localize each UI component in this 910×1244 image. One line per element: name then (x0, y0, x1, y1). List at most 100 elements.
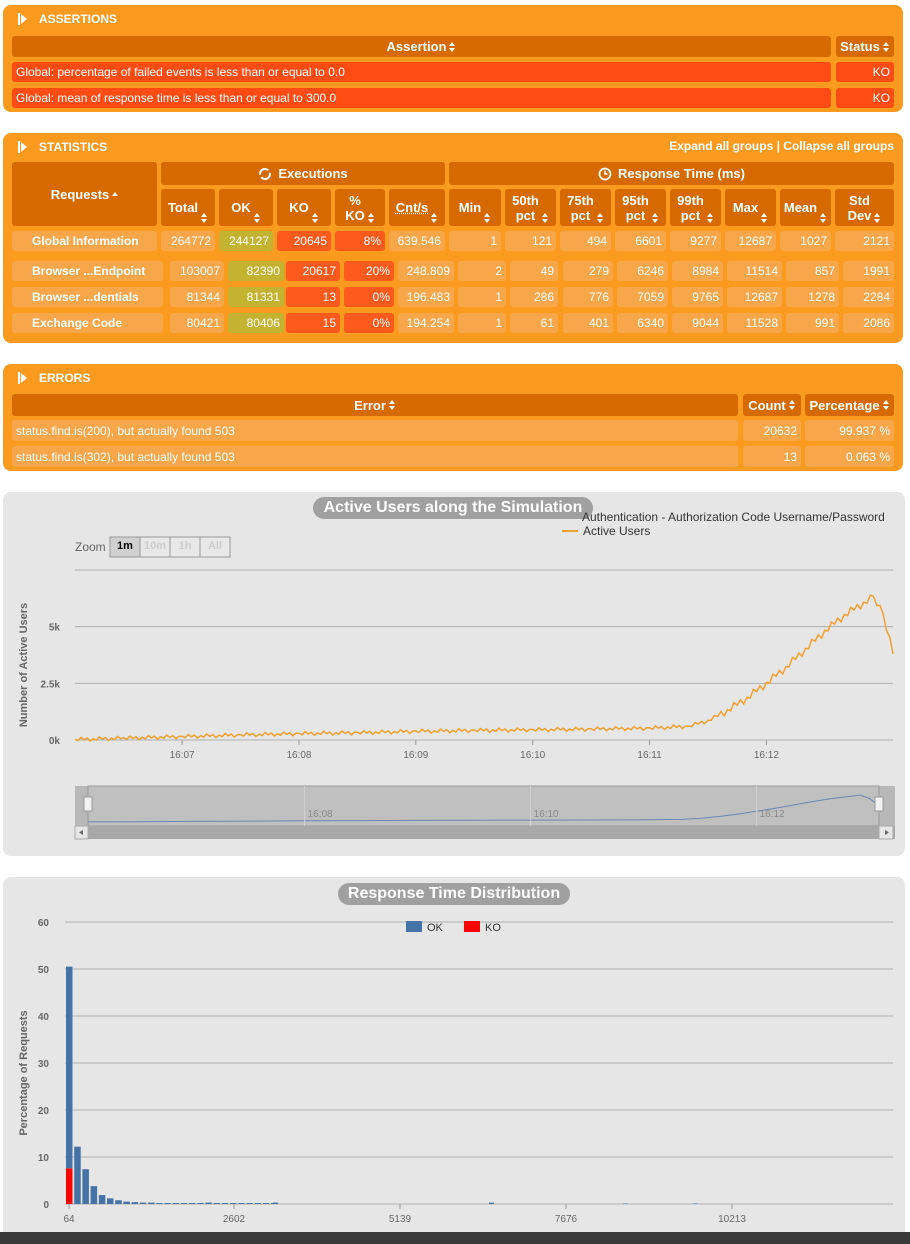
percentage-column-header[interactable]: Percentage (805, 394, 894, 416)
max-value: 12687 (725, 231, 776, 251)
zoom-button-label: 10m (144, 540, 166, 552)
assertion-column-header[interactable]: Assertion (12, 36, 831, 57)
sort-icon (311, 213, 319, 223)
status-column-header[interactable]: Status (836, 36, 894, 57)
mean-column-header[interactable]: Mean (780, 189, 831, 226)
error-column-header[interactable]: Error (12, 394, 738, 416)
expand-all-groups-link[interactable]: Expand all groups (669, 139, 774, 153)
navigator-selection[interactable] (87, 785, 880, 827)
statistics-title: STATISTICS (39, 140, 108, 154)
min-value: 1 (449, 231, 501, 251)
min-column-header[interactable]: Min (449, 189, 501, 226)
navigator-left-handle[interactable] (83, 796, 93, 812)
p50-value: 49 (510, 261, 558, 281)
cnts-value: 248.809 (398, 261, 454, 281)
ok-bar (66, 966, 73, 1169)
active-users-chart-panel: Active Users along the Simulation 0k 2.5k… (3, 492, 905, 856)
min-value: 1 (458, 313, 506, 333)
request-name[interactable]: Global Information (12, 231, 157, 251)
request-name[interactable]: Browser ...dentials (12, 287, 163, 307)
pct-column-header[interactable]: % KO (335, 189, 385, 226)
assertions-toggle[interactable]: ASSERTIONS (18, 11, 117, 27)
sort-icon (541, 213, 549, 223)
p50-value: 286 (510, 287, 558, 307)
ok-bar (230, 1203, 237, 1204)
ok-bar (254, 1203, 262, 1204)
navigator-series-line (87, 794, 880, 823)
navigator-right-handle[interactable] (874, 796, 884, 812)
legend-ok-swatch[interactable] (406, 921, 422, 932)
p50-value: 61 (510, 313, 558, 333)
ko-value: 20617 (286, 261, 340, 281)
ko-column-header[interactable]: KO (277, 189, 331, 226)
sort-icon (761, 213, 768, 223)
zoom-button-label: All (208, 540, 222, 552)
p99-column-header[interactable]: 99th pct (670, 189, 721, 226)
ok-bar (98, 1195, 106, 1204)
cnts-column-header[interactable]: Cnt/s (389, 189, 445, 226)
pct-value: 0% (344, 313, 394, 333)
ok-bar (238, 1203, 245, 1204)
zoom-All-button[interactable] (199, 536, 231, 558)
std-value: 2284 (843, 287, 894, 307)
ok-bar (262, 1203, 270, 1204)
y-tick-label: 5k (49, 623, 61, 634)
x-tick-label: 10213 (718, 1214, 746, 1225)
request-name[interactable]: Browser ...Endpoint (12, 261, 163, 281)
y-tick-label: 10 (38, 1153, 50, 1164)
total-value: 80421 (170, 313, 224, 333)
legend-ok-label[interactable]: OK (427, 922, 444, 934)
response-time-distribution-panel: Response Time Distribution 0 10 20 30 40 50 60… (3, 877, 905, 1244)
response-time-distribution-title: Response Time Distribution (338, 883, 570, 905)
sort-icon (449, 41, 456, 52)
total-column-header[interactable]: Total (161, 189, 215, 226)
errors-title: ERRORS (39, 371, 91, 385)
p99-value: 9044 (672, 313, 723, 333)
max-value: 11514 (727, 261, 782, 281)
pct-value: 8% (335, 231, 385, 251)
scroll-left-icon (79, 830, 83, 835)
ok-value: 244127 (219, 231, 273, 251)
ko-value: 13 (286, 287, 340, 307)
std-value: 2086 (843, 313, 894, 333)
p75-column-header[interactable]: 75th pct (560, 189, 611, 226)
pct-value: 20% (344, 261, 394, 281)
ok-bar (123, 1201, 130, 1204)
statistics-panel: STATISTICS Expand all groups | Collapse … (3, 133, 903, 343)
x-tick-label: 2602 (223, 1214, 246, 1225)
ok-bar (148, 1202, 155, 1204)
y-axis-label: Number of Active Users (18, 603, 30, 727)
sort-icon (484, 213, 491, 223)
ok-value: 81331 (228, 287, 284, 307)
error-row-text: status.find.is(200), but actually found … (12, 420, 738, 441)
ok-bar (197, 1203, 204, 1204)
ok-bar (205, 1202, 212, 1204)
ok-column-header[interactable]: OK (219, 189, 273, 226)
legend-ko-swatch[interactable] (464, 921, 480, 932)
max-column-header[interactable]: Max (725, 189, 776, 226)
collapse-all-groups-link[interactable]: Collapse all groups (783, 139, 894, 153)
x-tick-label: 5139 (389, 1214, 412, 1225)
p50-column-header[interactable]: 50th pct (505, 189, 556, 226)
response-time-distribution-chart: 0 10 20 30 40 50 60 Percentage of Requests 64 260… (18, 918, 893, 1225)
legend-active-users-label[interactable]: Active Users (583, 524, 650, 538)
zoom-button-label: 1m (117, 540, 133, 552)
y-tick-label: 0 (43, 1200, 49, 1211)
response-time-group-header: Response Time (ms) (449, 162, 894, 185)
std-column-header[interactable]: Std Dev (835, 189, 894, 226)
count-column-header[interactable]: Count (743, 394, 801, 416)
navigator-scrollbar[interactable] (75, 826, 895, 839)
total-value: 81344 (170, 287, 224, 307)
ok-value: 80406 (228, 313, 284, 333)
executions-group-header: Executions (161, 162, 445, 185)
request-name[interactable]: Exchange Code (12, 313, 163, 333)
errors-toggle[interactable]: ERRORS (18, 370, 91, 386)
requests-column-header[interactable]: Requests (12, 162, 157, 226)
p95-value: 6246 (617, 261, 668, 281)
legend-ko-label[interactable]: KO (485, 922, 501, 934)
y-tick-label: 40 (38, 1012, 50, 1023)
statistics-toggle[interactable]: STATISTICS (18, 139, 108, 155)
p95-column-header[interactable]: 95th pct (615, 189, 666, 226)
mean-value: 1027 (780, 231, 831, 251)
assertion-row-status: KO (836, 88, 894, 108)
